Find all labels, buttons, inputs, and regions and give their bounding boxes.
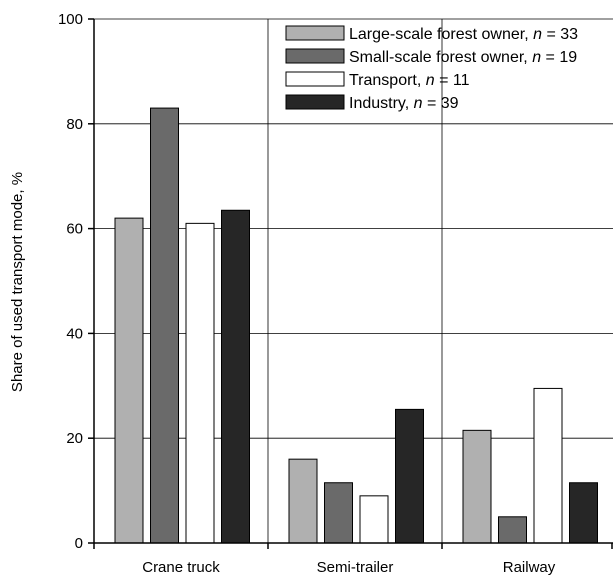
legend-swatch-1 [285, 48, 345, 64]
bar-large-scale-forest-owner-railway [462, 429, 492, 544]
bar-transport-railway [533, 387, 563, 544]
x-tick-label-crane-truck: Crane truck [142, 559, 220, 576]
bar-small-scale-forest-owner-railway [498, 516, 527, 544]
axes-layer: 0 20 40 60 80 100 Crane truck Semi-trailer Railw… [58, 11, 613, 576]
y-tick-label-100: 100 [58, 11, 83, 28]
legend-label-3: Industry, n = 39 [349, 95, 459, 112]
bar-industry-railway [569, 482, 598, 544]
legend-label-0: Large-scale forest owner, n = 33 [349, 26, 578, 43]
legend-label-2: Transport, n = 11 [349, 72, 470, 89]
y-tick-label-20: 20 [66, 430, 83, 447]
grid-layer [94, 18, 613, 543]
legend-swatch-3 [285, 94, 345, 110]
y-axis-title: Share of used transport mode, % [9, 172, 26, 392]
x-tick-label-railway: Railway [503, 559, 556, 576]
legend-label-1: Small-scale forest owner, n = 19 [349, 49, 577, 66]
bar-large-scale-forest-owner-semi-trailer [288, 458, 318, 544]
y-tick-label-60: 60 [66, 221, 83, 238]
bar-industry-crane-truck [221, 209, 250, 544]
bars-layer [114, 107, 598, 544]
bar-transport-semi-trailer [359, 495, 389, 544]
bar-small-scale-forest-owner-semi-trailer [324, 482, 353, 544]
legend: Large-scale forest owner, n = 33 Small-sc… [285, 25, 578, 112]
y-tick-label-0: 0 [75, 535, 83, 552]
bar-industry-semi-trailer [395, 408, 424, 544]
legend-swatch-2 [285, 71, 345, 87]
bar-transport-crane-truck [185, 222, 215, 544]
x-tick-label-semi-trailer: Semi-trailer [317, 559, 394, 576]
legend-swatch-0 [285, 25, 345, 41]
y-tick-label-80: 80 [66, 116, 83, 133]
y-tick-label-40: 40 [66, 325, 83, 342]
bar-small-scale-forest-owner-crane-truck [150, 107, 179, 544]
bar-large-scale-forest-owner-crane-truck [114, 217, 144, 544]
